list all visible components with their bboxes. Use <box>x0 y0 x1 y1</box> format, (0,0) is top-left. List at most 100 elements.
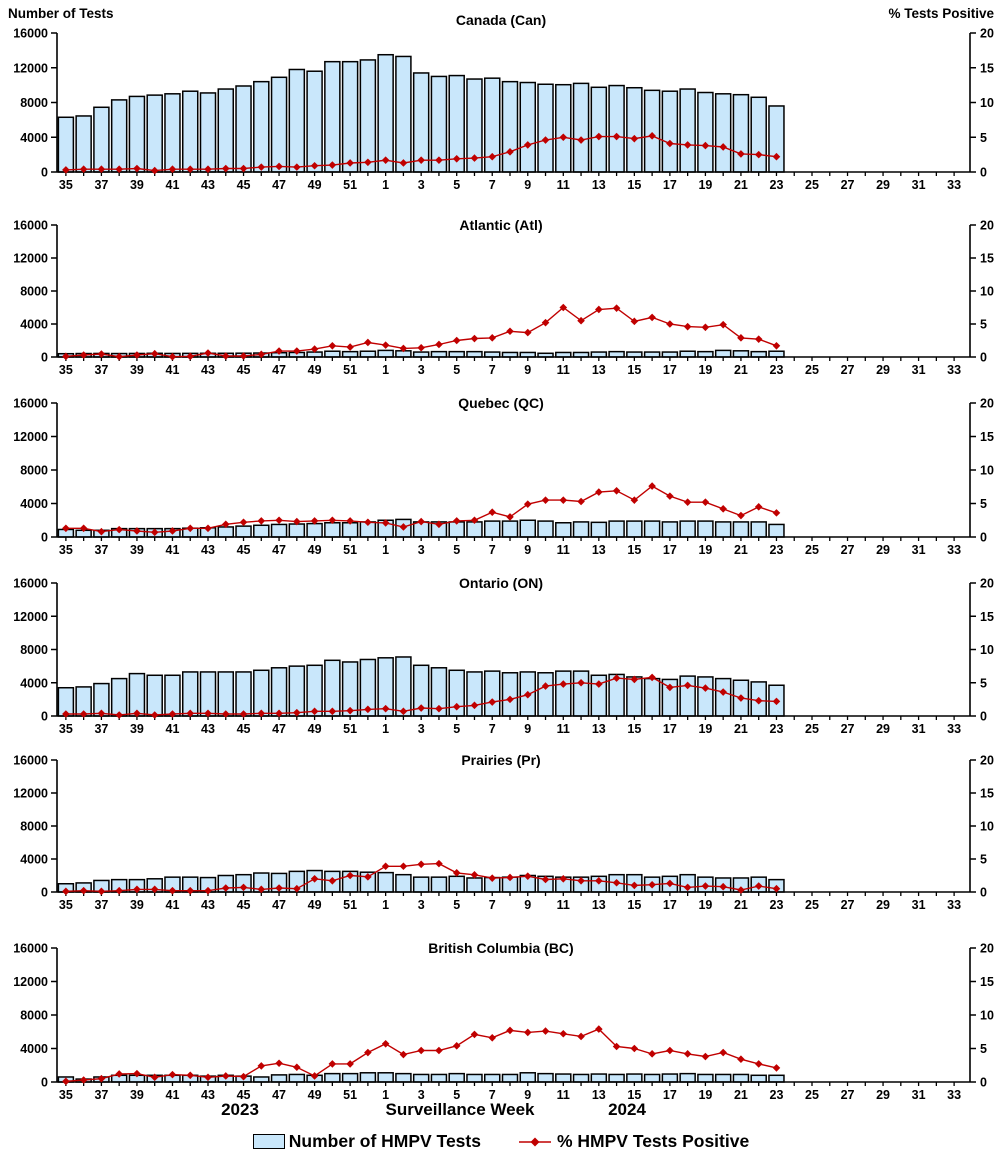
x-tick-label: 43 <box>201 363 215 377</box>
marker-week-1 <box>381 341 390 349</box>
x-tick-label: 33 <box>947 178 961 192</box>
marker-week-42 <box>186 709 195 718</box>
bar-week-2 <box>395 55 412 173</box>
marker-week-13 <box>595 132 603 141</box>
x-tick-label: 37 <box>94 898 108 912</box>
x-tick-label: 27 <box>841 898 855 912</box>
bar-week-11 <box>555 522 572 538</box>
marker-week-2 <box>399 1050 408 1059</box>
x-tick-label: 15 <box>627 543 641 557</box>
marker-week-44 <box>221 520 230 529</box>
bar-week-8 <box>501 672 519 717</box>
bar-week-51 <box>341 350 359 358</box>
x-tick-label: 19 <box>698 722 712 736</box>
marker-week-38 <box>115 525 123 534</box>
marker-week-45 <box>239 883 248 892</box>
marker-week-40 <box>150 885 159 894</box>
x-tick-label: 13 <box>592 898 606 912</box>
bar-week-51 <box>341 1072 359 1083</box>
bar-week-21 <box>732 1073 750 1083</box>
marker-week-13 <box>595 488 603 496</box>
legend-label-tests: Number of HMPV Tests <box>288 1131 481 1151</box>
y-right-tick-label: 5 <box>980 676 987 690</box>
x-tick-label: 17 <box>663 898 677 912</box>
bar-week-45 <box>235 525 252 538</box>
bar-week-9 <box>519 1072 537 1083</box>
legend-label-positive: % HMPV Tests Positive <box>556 1131 750 1151</box>
bar-week-49 <box>306 70 323 173</box>
bar-week-46 <box>253 669 270 717</box>
marker-week-17 <box>666 683 674 692</box>
x-tick-label: 51 <box>343 722 357 736</box>
marker-week-10 <box>541 1027 550 1035</box>
marker-week-16 <box>648 673 656 682</box>
bar-week-6 <box>466 877 483 893</box>
x-tick-label: 39 <box>130 543 144 557</box>
marker-week-39 <box>133 885 141 894</box>
x-tick-label: 35 <box>59 1088 73 1102</box>
marker-week-19 <box>701 1052 710 1061</box>
x-tick-label: 9 <box>524 898 531 912</box>
marker-week-41 <box>168 165 177 174</box>
y-left-tick-label: 8000 <box>20 96 48 110</box>
marker-week-22 <box>754 882 763 890</box>
x-tick-label: 7 <box>489 1088 496 1102</box>
marker-week-41 <box>168 710 177 718</box>
bar-week-37 <box>93 106 110 173</box>
bar-week-39 <box>128 95 146 173</box>
y-left-tick-label: 16000 <box>13 397 48 411</box>
bar-week-16 <box>643 677 661 717</box>
bar-week-19 <box>697 520 714 538</box>
x-tick-label: 17 <box>663 722 677 736</box>
bar-week-15 <box>626 86 643 173</box>
marker-week-18 <box>683 681 692 690</box>
marker-week-16 <box>648 880 656 889</box>
marker-week-48 <box>293 517 301 526</box>
y-right-tick-label: 20 <box>980 397 994 411</box>
x-tick-label: 51 <box>343 898 357 912</box>
x-tick-label: 11 <box>557 363 570 377</box>
marker-week-22 <box>754 696 763 705</box>
bar-week-3 <box>412 876 430 893</box>
bar-week-11 <box>555 83 572 173</box>
x-tick-label: 33 <box>947 363 961 377</box>
x-tick-label: 43 <box>201 543 215 557</box>
y-left-tick-label: 8000 <box>20 285 48 299</box>
marker-week-43 <box>204 1073 212 1082</box>
marker-week-10 <box>541 318 550 327</box>
left-axis-title: Number of Tests <box>8 6 114 21</box>
marker-week-3 <box>417 860 425 869</box>
bar-week-47 <box>270 76 288 173</box>
marker-week-8 <box>506 873 514 882</box>
bar-week-36 <box>75 115 92 173</box>
marker-week-23 <box>772 884 781 893</box>
marker-week-19 <box>701 498 710 506</box>
marker-week-8 <box>506 513 514 521</box>
x-tick-label: 33 <box>947 543 961 557</box>
marker-week-19 <box>701 882 710 890</box>
marker-week-49 <box>310 161 319 170</box>
y-left-tick-label: 16000 <box>13 754 48 768</box>
x-tick-label: 29 <box>876 722 890 736</box>
marker-week-52 <box>364 518 372 527</box>
bar-week-14 <box>608 520 625 538</box>
marker-week-5 <box>452 1042 461 1050</box>
bar-week-5 <box>448 875 465 893</box>
x-tick-label: 41 <box>166 178 180 192</box>
marker-week-35 <box>62 166 70 174</box>
marker-week-18 <box>683 322 692 331</box>
marker-week-7 <box>488 334 497 342</box>
marker-week-37 <box>97 350 106 358</box>
x-tick-label: 45 <box>237 898 251 912</box>
bar-week-10 <box>537 83 554 173</box>
bar-week-50 <box>324 522 341 538</box>
marker-week-46 <box>257 350 266 359</box>
bar-week-12 <box>572 521 590 538</box>
y-left-tick-label: 4000 <box>20 318 48 332</box>
bar-week-5 <box>448 1072 465 1083</box>
marker-week-13 <box>595 876 603 885</box>
y-left-tick-label: 16000 <box>13 219 48 233</box>
marker-week-21 <box>737 694 745 702</box>
x-tick-label: 45 <box>237 1088 251 1102</box>
marker-week-23 <box>772 152 781 161</box>
